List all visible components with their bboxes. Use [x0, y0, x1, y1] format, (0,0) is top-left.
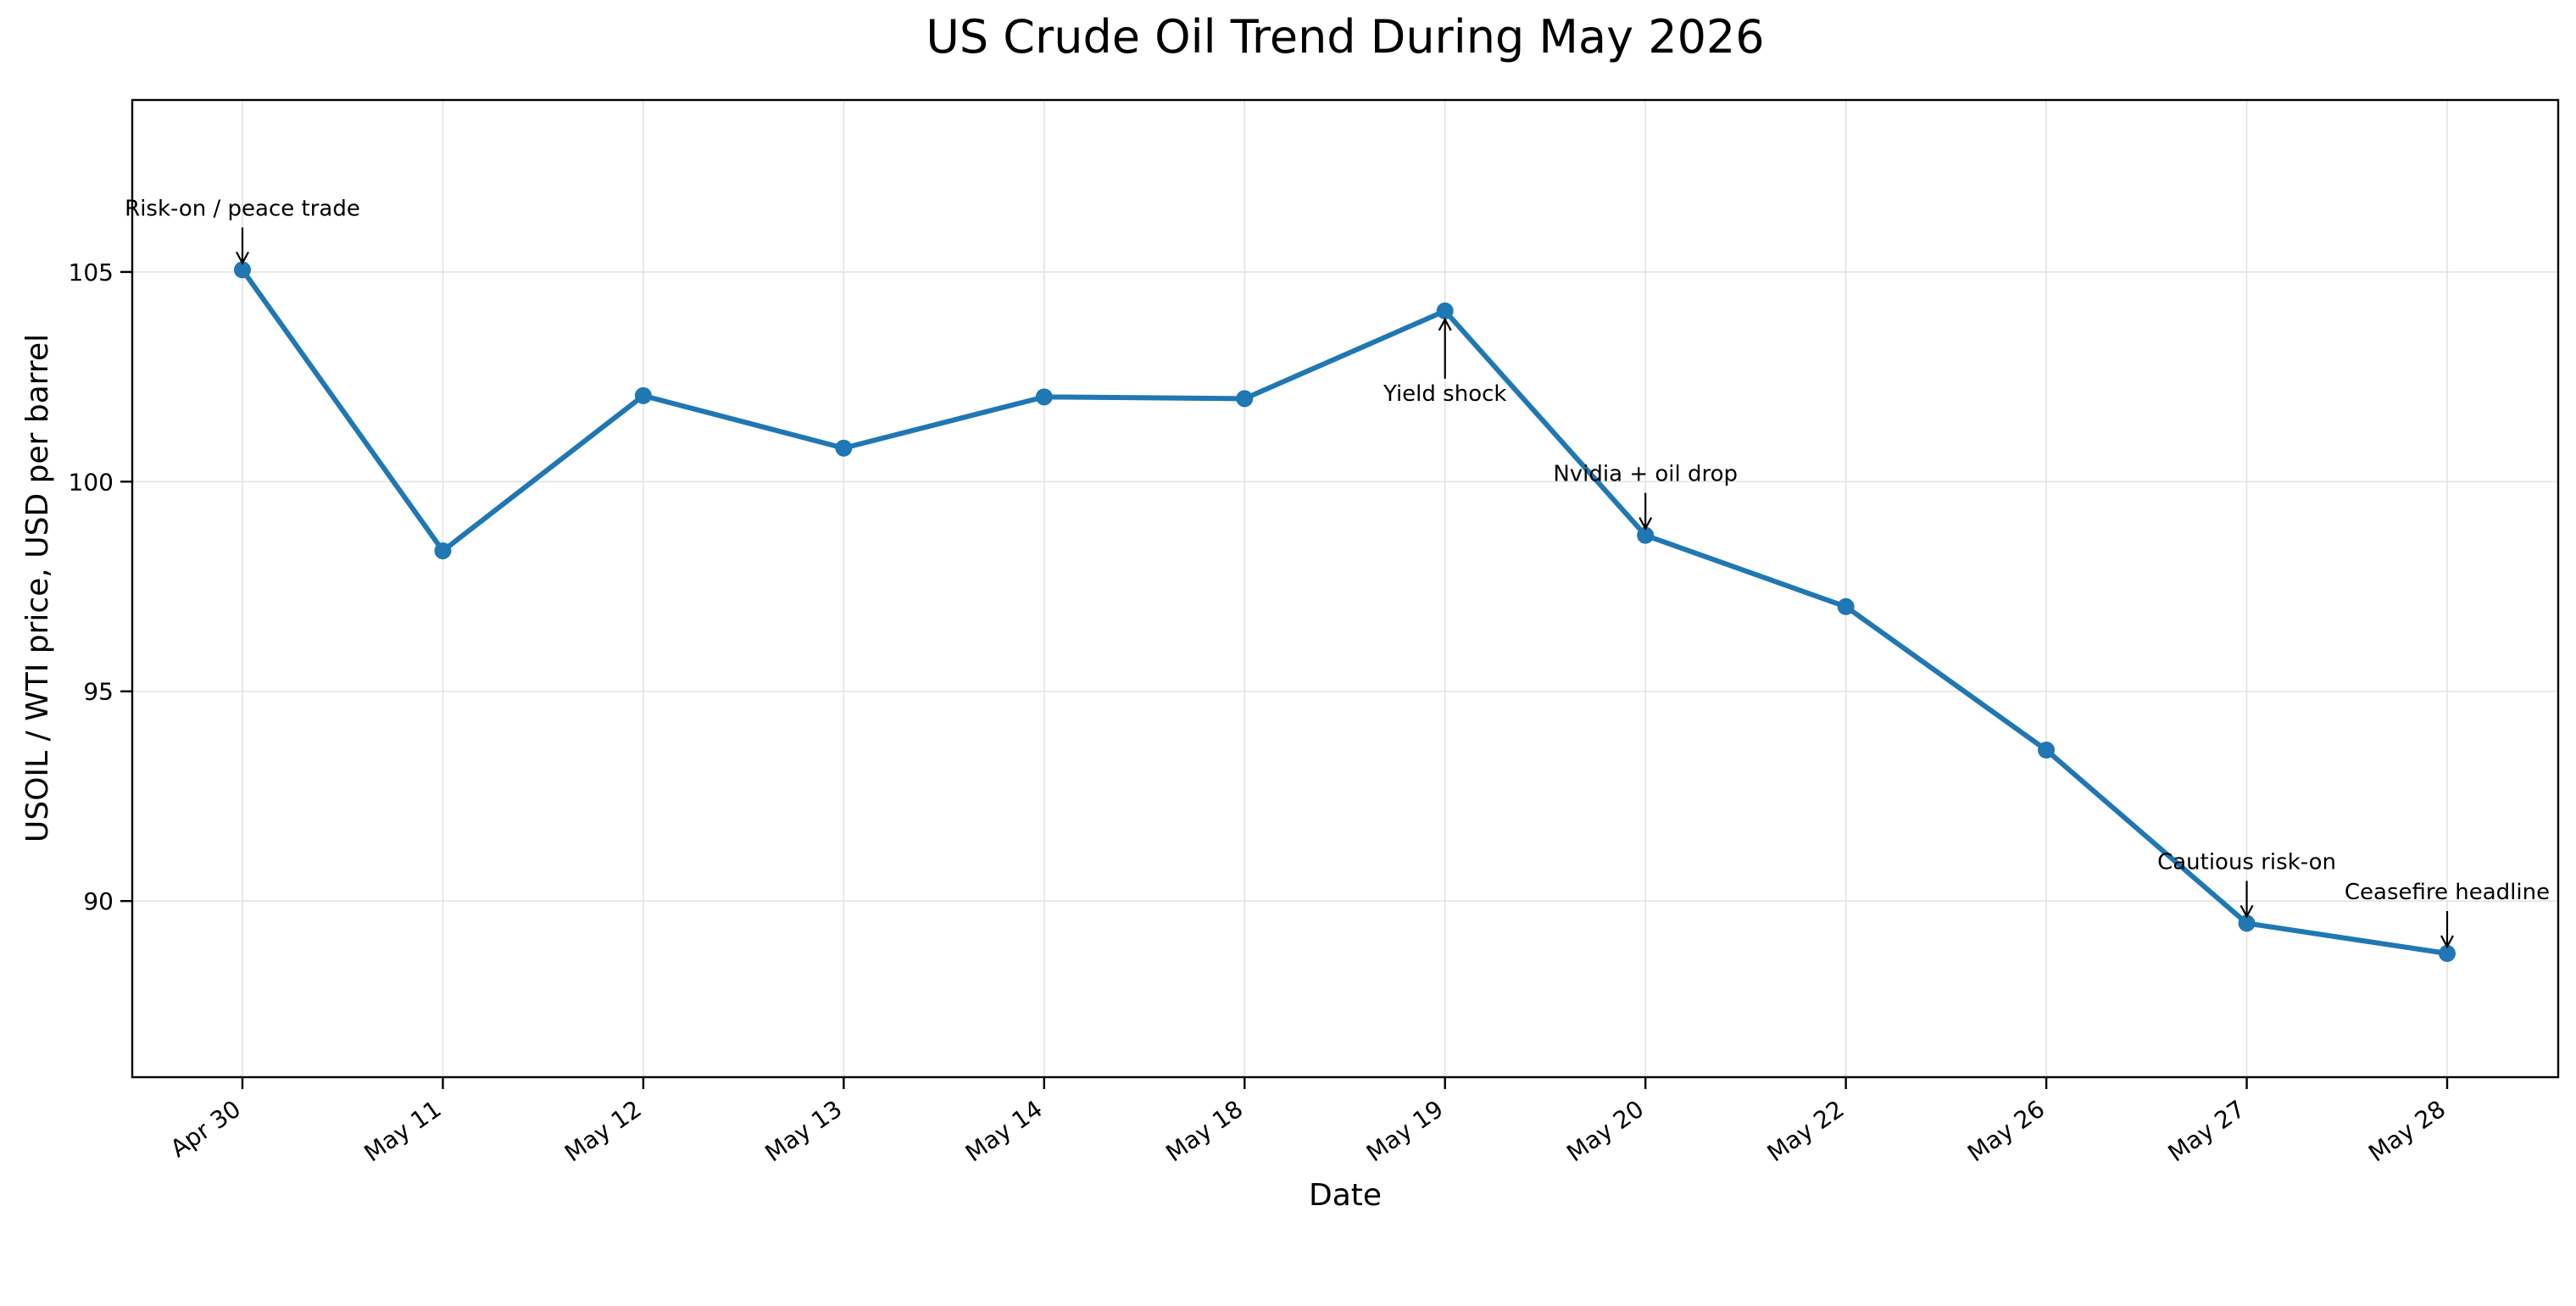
series-line-group [234, 261, 2456, 963]
data-point [1637, 526, 1655, 544]
x-tick-label: May 28 [2363, 1095, 2451, 1168]
annotation-arrowhead [2440, 935, 2454, 949]
data-point [1837, 597, 1855, 615]
x-tick-label: Apr 30 [165, 1095, 246, 1163]
annotation-label: Nvidia + oil drop [1553, 462, 1738, 487]
data-point [2439, 945, 2456, 963]
x-axis-ticks: Apr 30 May 11 May 12 May 13 May 14 May 18 May … [165, 1077, 2451, 1167]
y-tick-label: 95 [83, 678, 114, 706]
x-tick-label: May 11 [359, 1095, 447, 1168]
x-tick-label: May 27 [2163, 1095, 2251, 1168]
x-tick-label: May 19 [1361, 1095, 1449, 1168]
data-point [2238, 914, 2256, 932]
annotation: Ceasefire headline [2345, 880, 2550, 949]
plot-frame [131, 98, 2560, 1079]
annotation: Nvidia + oil drop [1553, 462, 1738, 531]
y-axis-ticks: 90 95 100 105 [69, 258, 132, 915]
annotation-label: Yield shock [1383, 381, 1506, 407]
annotation-label: Cautious risk-on [2157, 849, 2336, 875]
data-point [634, 386, 652, 404]
x-tick-label: May 13 [760, 1095, 848, 1168]
x-tick-label: May 26 [1962, 1095, 2050, 1168]
annotation-arrowhead [2239, 904, 2254, 919]
x-tick-label: May 14 [960, 1095, 1048, 1168]
data-point [234, 261, 251, 279]
data-point [1035, 388, 1053, 406]
data-point [835, 439, 853, 457]
y-axis-label: USOIL / WTI price, USD per barrel [20, 334, 55, 842]
annotation-arrowhead [236, 251, 249, 265]
annotation-label: Risk-on / peace trade [125, 196, 360, 221]
x-tick-label: May 18 [1160, 1095, 1248, 1168]
annotation-label: Ceasefire headline [2345, 880, 2550, 905]
annotation-arrowhead [1438, 317, 1452, 331]
grid-lines [132, 100, 2558, 1077]
data-point [1436, 302, 1454, 320]
data-point [2038, 742, 2056, 759]
annotation: Yield shock [1383, 317, 1506, 407]
annotation-arrowhead [1639, 517, 1653, 531]
chart-title: US Crude Oil Trend During May 2026 [926, 10, 1764, 64]
x-tick-label: May 20 [1561, 1095, 1649, 1168]
annotation: Risk-on / peace trade [125, 196, 360, 265]
y-tick-label: 90 [83, 887, 114, 915]
data-point [434, 542, 452, 559]
annotations: Risk-on / peace trade Yield shock Nvidia +… [125, 196, 2550, 949]
y-tick-label: 100 [69, 468, 114, 496]
x-tick-label: May 22 [1762, 1095, 1850, 1168]
series-line [240, 267, 2450, 957]
x-axis-label: Date [1309, 1178, 1382, 1213]
y-tick-label: 105 [69, 258, 114, 286]
annotation: Cautious risk-on [2157, 849, 2336, 919]
data-point [1236, 390, 1254, 408]
x-tick-label: May 12 [559, 1095, 647, 1168]
